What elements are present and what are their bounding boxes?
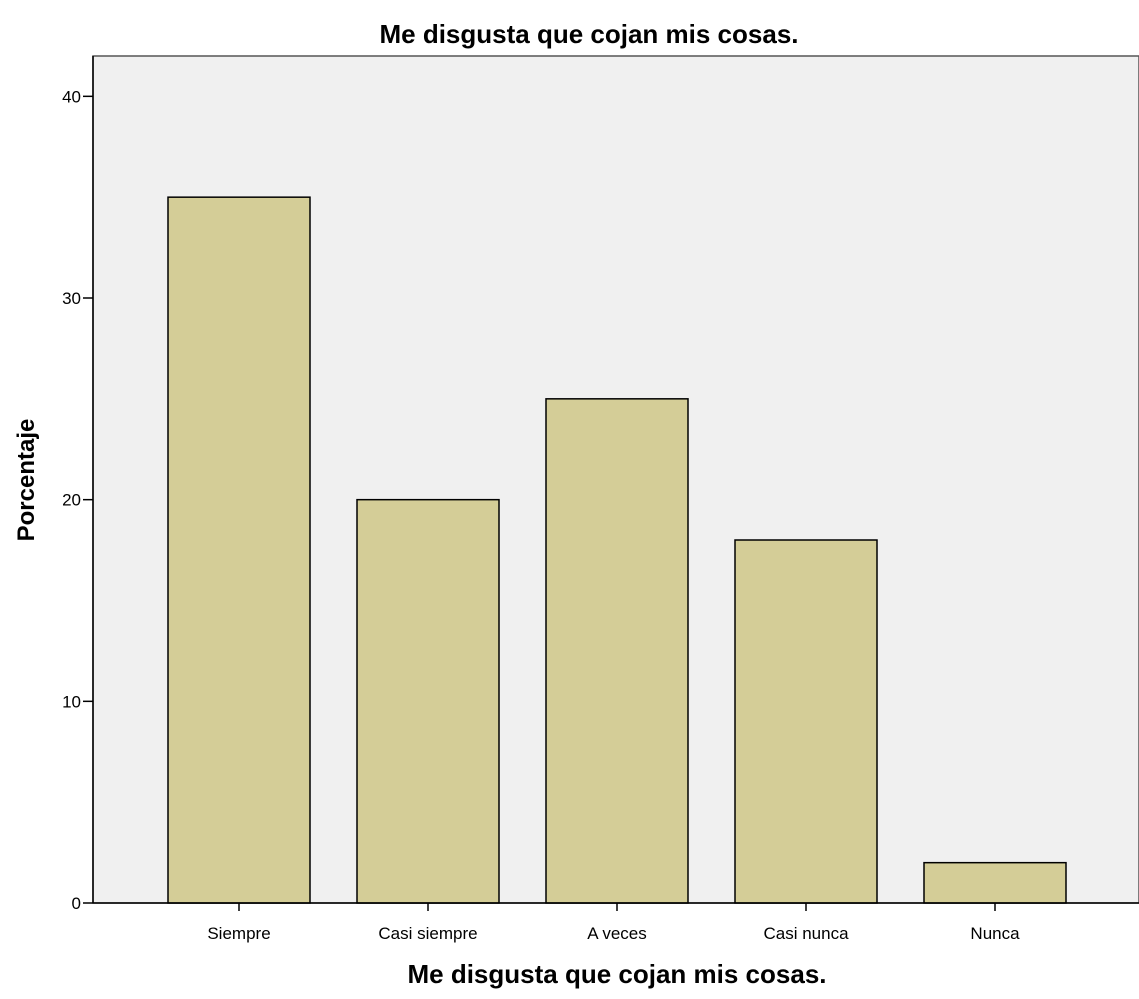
x-tick-label: Casi nunca [763,924,849,943]
y-tick-label: 30 [62,289,81,308]
bar-casi-siempre [356,498,500,904]
y-tick-label: 40 [62,87,81,106]
chart-title: Me disgusta que cojan mis cosas. [379,19,798,49]
x-axis: Siempre Casi siempre A veces Casi nunca Nunc… [93,902,1139,943]
bar-siempre [167,196,311,904]
bar-a-veces [545,398,689,904]
x-tick-label: Casi siempre [378,924,477,943]
y-tick-label: 20 [62,491,81,510]
x-tick-label: Nunca [970,924,1020,943]
x-tick-label: A veces [587,924,647,943]
y-tick-label: 0 [72,894,81,913]
y-axis-label: Porcentaje [13,419,40,542]
y-tick-label: 10 [62,692,81,711]
bar-nunca [923,861,1067,904]
x-axis-label: Me disgusta que cojan mis cosas. [407,959,826,989]
bar-casi-nunca [734,539,878,904]
x-tick-label: Siempre [207,924,270,943]
y-axis: 0 10 20 30 40 [62,56,94,913]
